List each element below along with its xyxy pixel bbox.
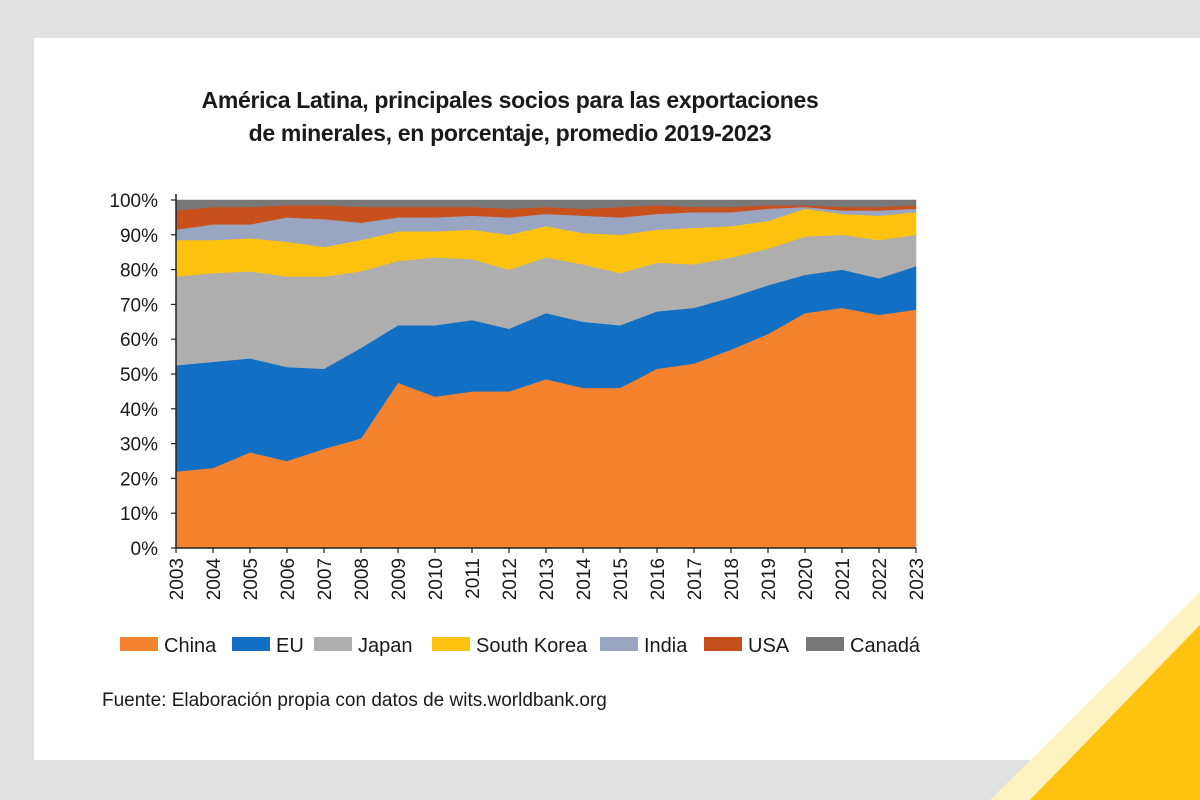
x-tick-label: 2009	[389, 558, 410, 600]
x-tick-label: 2013	[537, 558, 558, 600]
y-tick-label: 90%	[120, 226, 158, 247]
y-tick-label: 80%	[120, 261, 158, 282]
y-tick-label: 70%	[120, 295, 158, 316]
legend-label-south-korea: South Korea	[476, 635, 588, 657]
x-tick-label: 2022	[870, 558, 891, 600]
y-tick-label: 50%	[120, 365, 158, 386]
x-tick-label: 2018	[722, 558, 743, 600]
legend-label-india: India	[644, 635, 688, 657]
y-tick-label: 0%	[131, 539, 159, 560]
chart-title-line-2: de minerales, en porcentaje, promedio 20…	[248, 120, 772, 146]
x-tick-label: 2016	[648, 558, 669, 600]
stacked-areas	[175, 199, 917, 549]
legend-swatch-usa	[704, 637, 742, 651]
x-axis-ticks: 2003 2004 2005 2006 2007 2008 2009 2010 2011 2012…	[167, 548, 928, 600]
y-tick-label: 20%	[120, 469, 158, 490]
y-axis-ticks: 0% 10% 20% 30% 40% 50% 60% 70% 80% 90% 100%	[109, 191, 176, 560]
chart-title: América Latina, principales socios para …	[150, 84, 870, 150]
source-note: Fuente: Elaboración propia con datos de …	[102, 690, 607, 711]
legend-swatch-south-korea	[432, 637, 470, 651]
legend-label-eu: EU	[276, 635, 304, 657]
legend: China EU Japan South Korea India USA Canadá	[120, 635, 921, 657]
x-tick-label: 2020	[796, 558, 817, 600]
x-tick-label: 2021	[833, 558, 854, 600]
legend-label-usa: USA	[748, 635, 790, 657]
x-tick-label: 2004	[204, 558, 225, 601]
y-tick-label: 40%	[120, 400, 158, 421]
legend-swatch-eu	[232, 637, 270, 651]
y-tick-label: 30%	[120, 435, 158, 456]
x-tick-label: 2023	[907, 558, 928, 600]
x-tick-label: 2003	[167, 558, 188, 600]
x-tick-label: 2015	[611, 558, 632, 600]
area-series-canad	[175, 199, 917, 211]
legend-swatch-india	[600, 637, 638, 651]
legend-swatch-japan	[314, 637, 352, 651]
legend-label-china: China	[164, 635, 217, 657]
y-tick-label: 100%	[109, 191, 158, 212]
legend-label-canad: Canadá	[850, 635, 921, 657]
legend-swatch-canad	[806, 637, 844, 651]
y-tick-label: 10%	[120, 504, 158, 525]
x-tick-label: 2017	[685, 558, 706, 600]
x-tick-label: 2012	[500, 558, 521, 600]
x-tick-label: 2007	[315, 558, 336, 600]
x-tick-label: 2010	[426, 558, 447, 600]
x-tick-label: 2006	[278, 558, 299, 600]
x-tick-label: 2019	[759, 558, 780, 600]
x-tick-label: 2011	[463, 558, 484, 599]
x-tick-label: 2014	[574, 558, 595, 601]
chart-title-line-1: América Latina, principales socios para …	[201, 87, 819, 113]
legend-swatch-china	[120, 637, 158, 651]
x-tick-label: 2005	[241, 558, 262, 600]
legend-label-japan: Japan	[358, 635, 413, 657]
x-tick-label: 2008	[352, 558, 373, 600]
y-tick-label: 60%	[120, 330, 158, 351]
